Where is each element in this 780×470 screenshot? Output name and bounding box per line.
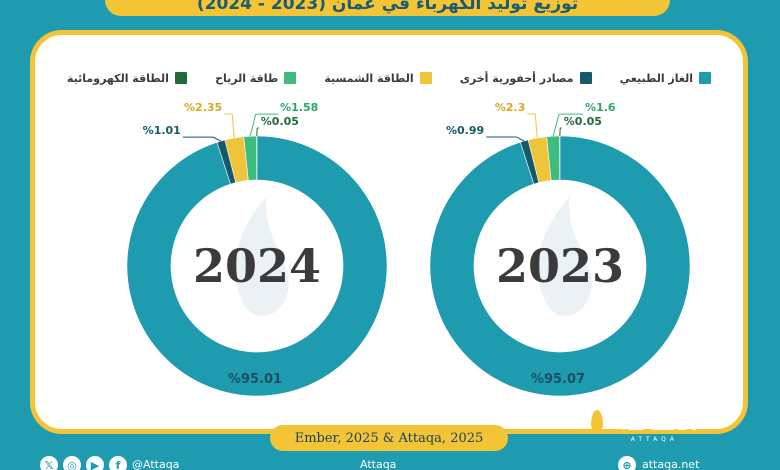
footer-handle-mid[interactable]: Attaqa [360,458,397,470]
chart-title-bar: توزيع توليد الكهرباء في عمان (2023 - 202… [105,0,670,16]
donut-2024-label-4: %0.05 [261,115,299,128]
donut-2024-label-0: %95.01 [228,372,282,387]
chart-title: توزيع توليد الكهرباء في عمان (2023 - 202… [196,0,579,14]
source-pill: Ember, 2025 & Attaqa, 2025 [270,425,508,451]
legend-item-natural-gas: الغاز الطبيعي [620,68,711,88]
brand-latin: ATTAQA [630,436,678,443]
legend-label-natural-gas: الغاز الطبيعي [619,71,693,85]
donut-2024-label-2: %2.35 [184,101,222,114]
donut-2024-center-label: 2024 [193,239,321,293]
legend-swatch-solar [419,72,432,84]
footer-site[interactable]: attaqa.net [642,458,700,470]
legend-swatch-natural-gas [699,72,711,84]
source-text: Ember, 2025 & Attaqa, 2025 [294,430,484,446]
donut-2023-leader-2 [534,113,538,139]
donut-2023-slice-1 [519,139,540,185]
legend-item-other-fossil: مصادر أحفورية أخرى [460,68,592,88]
donut-2024-leader-1 [213,136,222,142]
legend-label-other-fossil: مصادر أحفورية أخرى [459,71,574,85]
donut-2023-label-1: %0.99 [446,124,484,137]
donut-2023-label-3: %1.6 [585,101,616,114]
legend-label-hydro: الطاقة الكهرومائية [67,71,169,85]
legend-item-wind: طاقة الرياح [215,68,297,88]
x-icon[interactable]: 𝕏 [40,456,58,470]
donut-2023-watermark-drop-icon [537,196,592,317]
footer-handle-left[interactable]: @Attaqa [132,458,180,470]
legend-label-solar: الطاقة الشمسية [324,71,414,85]
donut-2023-leader-3 [552,114,560,137]
donut-2023-label-0: %95.07 [531,372,585,387]
donut-2024-label-3: %1.58 [280,101,318,114]
footer: 𝕏 ◎ ▶ f @Attaqa Attaqa ⊕ attaqa.net [0,454,780,470]
donut-2023-label-2: %2.3 [495,101,526,114]
website-globe-icon[interactable]: ⊕ [618,456,636,470]
donut-2024-slice-2 [224,136,249,184]
legend-item-hydro: الطاقة الكهرومائية [67,68,187,88]
donut-2024-leader-3 [249,114,257,137]
donut-2023-label-4: %0.05 [564,115,602,128]
donut-2024-watermark-drop-icon [234,196,289,317]
donut-2024-slice-0 [126,135,388,397]
brand-logo: الطاقة ATTAQA [588,408,698,444]
legend: الغاز الطبيعي مصادر أحفورية أخرى الطاقة … [67,68,711,88]
donut-2024-slice-1 [216,139,237,185]
legend-item-solar: الطاقة الشمسية [324,68,432,88]
facebook-icon[interactable]: f [109,456,127,470]
legend-swatch-other-fossil [579,72,592,84]
legend-swatch-wind [284,72,297,84]
donut-2024-leader-2 [231,113,235,139]
donut-2023-leader-1 [516,136,525,142]
donut-2023-center-label: 2023 [496,239,624,293]
donut-2024-label-1: %1.01 [143,124,181,137]
drop-logo-icon [591,410,603,432]
legend-swatch-hydro [174,72,187,84]
legend-label-wind: طاقة الرياح [215,71,279,85]
youtube-icon[interactable]: ▶ [86,456,104,470]
brand-name: الطاقة [618,408,698,436]
instagram-icon[interactable]: ◎ [63,456,81,470]
donut-2023-slice-0 [429,135,691,397]
donut-2023-slice-2 [527,136,552,183]
